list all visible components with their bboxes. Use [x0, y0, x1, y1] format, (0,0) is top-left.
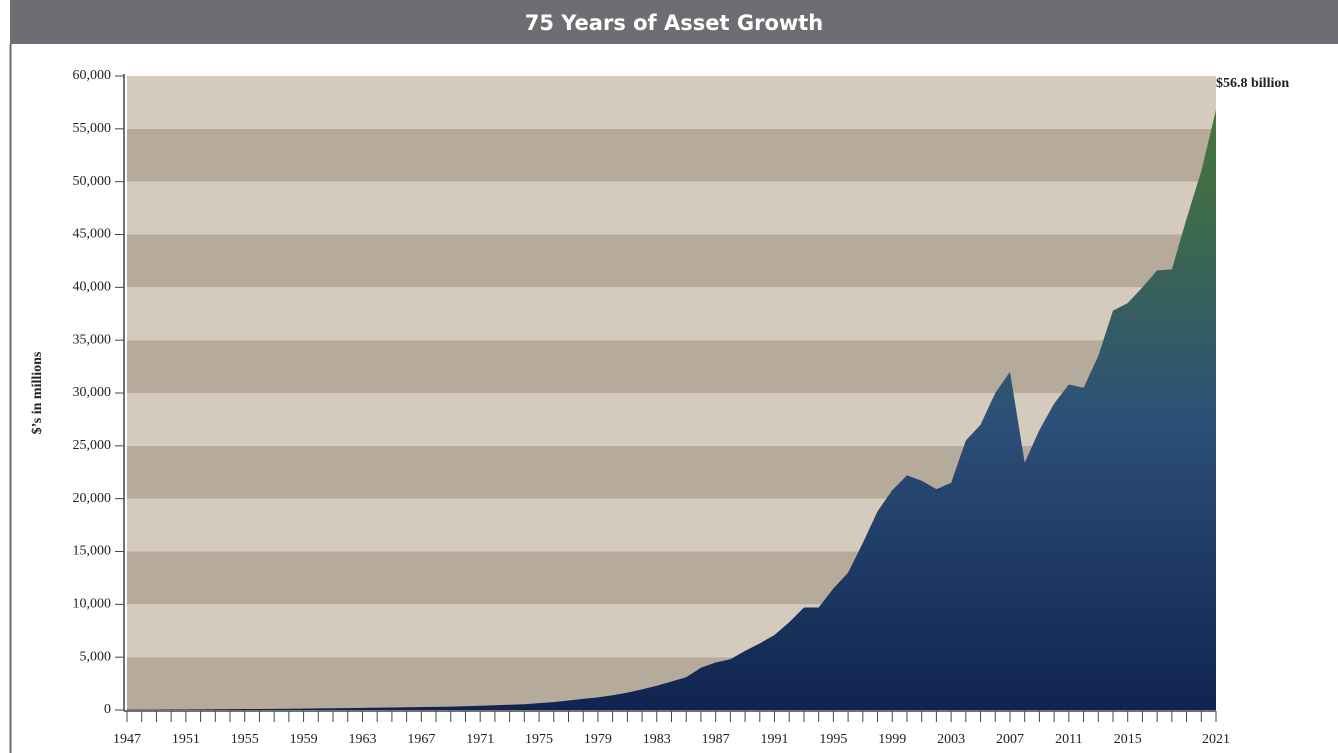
x-tick-label: 1963 [348, 732, 376, 747]
grid-band [127, 181, 1216, 235]
x-tick-label: 1999 [878, 732, 906, 747]
x-tick-label: 1987 [702, 732, 730, 747]
y-tick-label: 25,000 [73, 438, 112, 453]
x-tick-label: 1995 [819, 732, 847, 747]
x-tick-label: 2015 [1114, 732, 1142, 747]
x-tick-label: 1967 [407, 732, 435, 747]
x-tick-label: 2003 [937, 732, 965, 747]
area [127, 109, 1216, 710]
y-tick-label: 55,000 [73, 121, 112, 136]
annotation: $56.8 billion [1216, 76, 1289, 91]
x-tick-label: 1991 [761, 732, 789, 747]
x-tick-label: 1951 [172, 732, 200, 747]
grid-band [127, 128, 1216, 182]
x-tick-label: 1983 [643, 732, 671, 747]
chart-title: 75 Years of Asset Growth [525, 11, 824, 35]
y-tick-label: 60,000 [73, 68, 112, 83]
x-tick-label: 1947 [113, 732, 141, 747]
grid-band [127, 340, 1216, 393]
y-tick-label: 50,000 [73, 174, 112, 189]
y-tick-label: 40,000 [73, 280, 112, 295]
x-tick-label: 1975 [525, 732, 553, 747]
y-tick-label: 30,000 [73, 385, 112, 400]
x-tick-label: 2007 [996, 732, 1024, 747]
grid-band [127, 234, 1216, 288]
y-tick-label: 35,000 [73, 332, 112, 347]
x-tick-label: 1959 [290, 732, 318, 747]
y-tick-label: 5,000 [80, 649, 112, 664]
x-tick-label: 2011 [1055, 732, 1082, 747]
grid-band [127, 393, 1216, 446]
x-tick-label: 1971 [466, 732, 494, 747]
title-bar [10, 0, 1338, 44]
x-tick-label: 1979 [584, 732, 612, 747]
y-tick-label: 10,000 [73, 597, 112, 612]
y-tick-label: 20,000 [73, 491, 112, 506]
x-tick-label: 2021 [1202, 732, 1230, 747]
x-tick-label: 1955 [231, 732, 259, 747]
y-tick-label: 15,000 [73, 544, 112, 559]
grid-band [127, 76, 1216, 129]
y-tick-label: 0 [104, 702, 111, 717]
y-axis-label: $’s in millions [30, 351, 45, 434]
grid-band [127, 287, 1216, 341]
y-tick-label: 45,000 [73, 227, 112, 242]
